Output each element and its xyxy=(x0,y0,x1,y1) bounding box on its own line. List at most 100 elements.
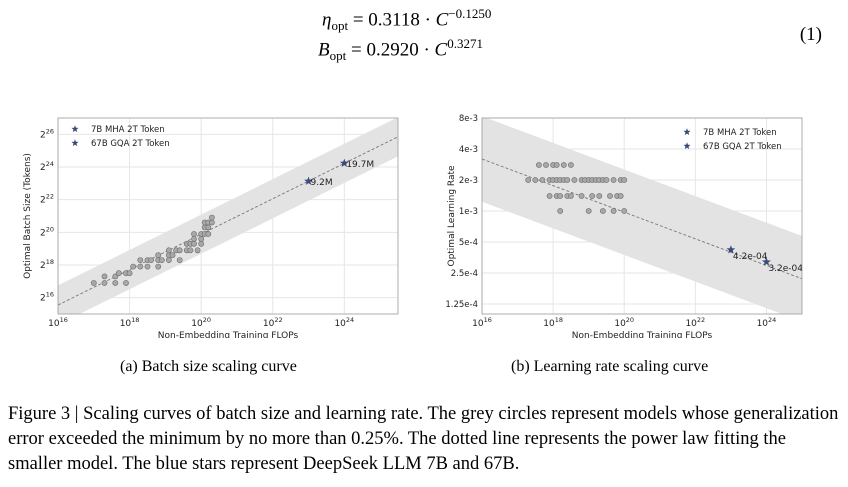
y-axis-label: Optimal Learning Rate xyxy=(447,165,457,267)
grey-model-point xyxy=(539,177,546,183)
grey-model-point xyxy=(567,162,574,168)
grey-model-point xyxy=(191,240,197,247)
y-tick-label: 222 xyxy=(40,193,54,206)
grey-model-point xyxy=(599,208,606,214)
legend-entry: 67B GQA 2T Token xyxy=(703,142,782,152)
grey-model-point xyxy=(144,263,151,270)
x-tick-label: 1020 xyxy=(191,316,211,329)
batch-exponent: 0.3271 xyxy=(447,36,483,51)
x-tick-label: 1018 xyxy=(120,316,140,329)
grey-model-point xyxy=(115,270,122,277)
legend-entry: 67B GQA 2T Token xyxy=(91,139,170,149)
grey-model-point xyxy=(169,252,176,259)
batch-size-chart: 9.2M 19.7M 1016 1018 1020 1022 1024 216 218 220 22… xyxy=(23,117,399,338)
model-star xyxy=(304,176,313,185)
grey-model-point xyxy=(589,193,596,199)
star-data-label: 4.2e-04 xyxy=(733,252,768,262)
grey-model-point xyxy=(557,193,564,199)
grey-model-point xyxy=(525,177,532,183)
x-axis-label: Non-Embedding Training FLOPs xyxy=(158,331,299,338)
grey-model-point xyxy=(191,235,197,242)
plot-frame xyxy=(57,117,399,315)
legend-star-icon xyxy=(71,125,79,133)
grey-model-point xyxy=(596,193,603,199)
grey-model-point xyxy=(567,193,574,199)
grey-model-point xyxy=(607,193,613,199)
grey-model-point xyxy=(578,193,585,199)
star-data-label: 3.2e-04 xyxy=(768,264,803,274)
eta-equation: ηopt = 0.3118 · C−0.1250 xyxy=(322,6,491,34)
grey-model-point xyxy=(90,280,97,286)
star-data-label: 19.7M xyxy=(346,160,374,170)
subcaption-a: (a) Batch size scaling curve xyxy=(120,358,297,375)
star-data-label: 9.2M xyxy=(311,178,333,188)
grey-model-point xyxy=(205,224,212,231)
grey-model-point xyxy=(130,263,137,270)
x-tick-label: 1022 xyxy=(263,316,283,329)
eta-subscript: opt xyxy=(331,18,349,34)
x-tick-label: 1024 xyxy=(757,316,777,329)
grey-model-point xyxy=(198,240,205,247)
legend-entry: 7B MHA 2T Token xyxy=(91,125,165,135)
y-tick-label: 2.5e-4 xyxy=(451,269,478,279)
x-tick-label: 1022 xyxy=(685,316,705,329)
grey-model-point xyxy=(557,208,564,214)
x-tick-label: 1016 xyxy=(472,316,492,329)
learning-rate-chart: 4.2e-043.2e-04 1016 1018 1020 1022 1024 8e-3 4e… xyxy=(445,114,803,338)
x-axis-label: Non-Embedding Training FLOPs xyxy=(572,331,713,338)
batch-variable: C xyxy=(434,39,448,61)
grey-model-point xyxy=(603,177,610,183)
y-tick-label: 1e-3 xyxy=(459,207,478,217)
grey-model-point xyxy=(101,273,108,280)
grey-model-point xyxy=(101,280,108,286)
grey-model-point xyxy=(137,263,144,270)
grey-model-point xyxy=(208,219,215,226)
legend-star-icon xyxy=(683,128,691,136)
equation-number: (1) xyxy=(799,24,822,45)
y-tick-label: 224 xyxy=(40,160,54,173)
model-star xyxy=(339,158,349,167)
batch-subscript: opt xyxy=(329,48,347,64)
legend-star-icon xyxy=(71,139,79,147)
plot-frame xyxy=(481,117,803,315)
grey-model-point xyxy=(553,162,560,168)
batch-symbol: B xyxy=(318,39,330,61)
grey-model-point xyxy=(560,162,567,168)
legend-entry: 7B MHA 2T Token xyxy=(703,128,777,138)
legend-star-icon xyxy=(683,142,691,150)
grey-model-point xyxy=(176,247,183,254)
eta-variable: C xyxy=(435,9,449,31)
grey-model-point xyxy=(205,231,212,237)
grey-model-point xyxy=(546,193,553,199)
grey-model-point xyxy=(198,235,205,242)
y-tick-label: 1.25e-4 xyxy=(445,300,478,310)
grey-model-point xyxy=(610,177,617,183)
grey-model-point xyxy=(155,263,162,270)
grey-model-point xyxy=(148,257,154,263)
grey-model-point xyxy=(617,193,624,199)
grey-model-point xyxy=(610,208,617,214)
batch-coefficient: = 0.2920 · xyxy=(346,39,435,61)
grey-model-point xyxy=(532,177,539,183)
y-tick-label: 216 xyxy=(40,291,54,304)
grey-model-point xyxy=(165,257,172,263)
grey-model-point xyxy=(208,214,215,221)
grey-model-point xyxy=(536,162,542,168)
grey-model-point xyxy=(123,280,129,286)
y-tick-label: 2e-3 xyxy=(459,176,478,186)
x-tick-label: 1020 xyxy=(614,316,634,329)
grey-model-point xyxy=(158,257,165,263)
grey-model-point xyxy=(126,270,133,277)
grey-model-point xyxy=(571,177,578,183)
grey-model-point xyxy=(621,177,628,183)
y-tick-label: 4e-3 xyxy=(459,145,478,155)
grey-model-point xyxy=(112,280,119,286)
grey-model-point xyxy=(176,257,183,263)
grey-model-point xyxy=(112,273,119,280)
y-tick-label: 218 xyxy=(40,258,54,271)
grey-model-point xyxy=(564,177,571,183)
y-tick-label: 220 xyxy=(40,225,54,238)
grey-model-point xyxy=(155,252,162,259)
eta-symbol: η xyxy=(322,9,332,31)
